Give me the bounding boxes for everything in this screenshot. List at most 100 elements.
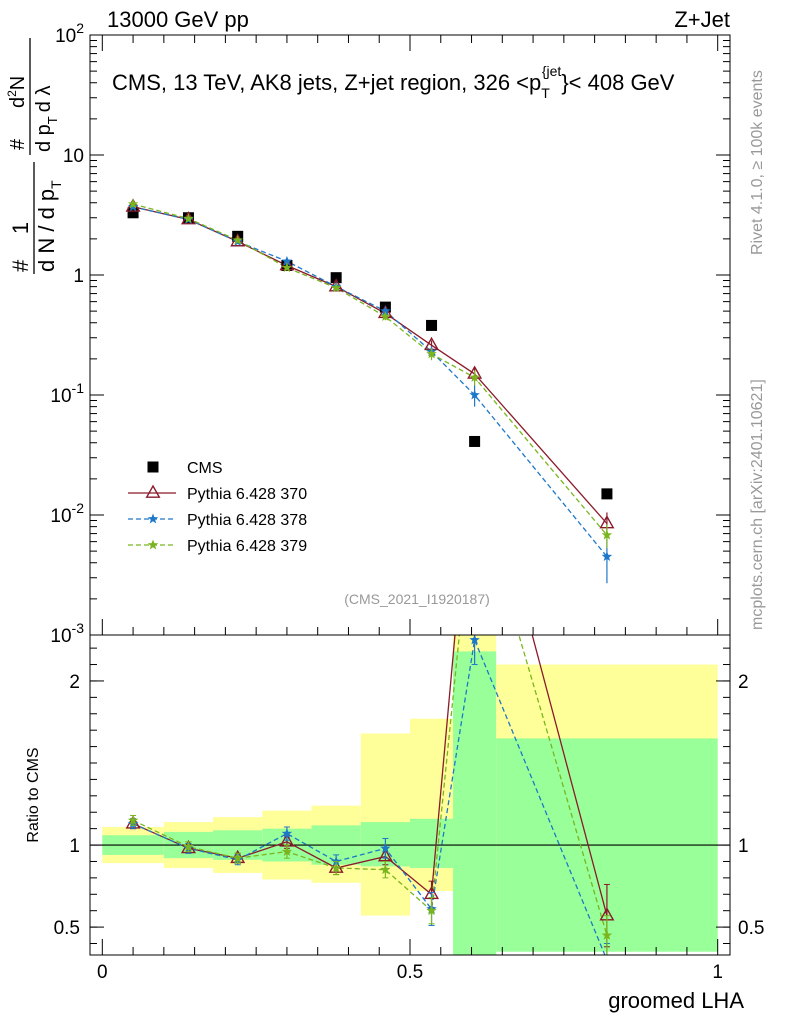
ratio-ytick-label-1: 1 [69, 836, 80, 857]
mcplots-note: mcplots.cern.ch [arXiv:2401.10621] [749, 379, 766, 630]
main-point-s3-p0 [127, 198, 139, 209]
main-point-s3-p4 [330, 282, 342, 293]
legend-marker-3 [147, 539, 159, 550]
main-point-s3-p2 [232, 234, 243, 245]
ratio-point-s2-p6 [426, 905, 437, 916]
main-point-s0-p6 [426, 319, 438, 331]
plot-title-sup: {jet [542, 63, 562, 79]
ylabel-dn-dp: d N / d p [34, 189, 59, 272]
main-point-s3-p8 [601, 529, 613, 540]
main-point-s2-p3 [281, 255, 293, 266]
ratio-point-s0-p7 [468, 411, 481, 422]
ratio-plot-panel: 0.5 0.51 12 2 0 0.5 1 Ratio to CMS groomed LH… [25, 411, 764, 1013]
ratio-point-s1-p4 [330, 855, 342, 866]
ylabel-hash-1: # [8, 259, 33, 272]
legend-label-2: Pythia 6.428 378 [187, 512, 307, 529]
main-plot-panel: 10-3 10-2 10-1 1 10 102 CMS, 13 TeV, AK8 jets… [5, 20, 731, 647]
ratio-point-s2-p1 [183, 841, 194, 852]
main-y-label: # 1 d N / d pT # d2N d pTd λ [5, 38, 64, 274]
main-ytick-label--2: 10-2 [50, 500, 84, 527]
legend-item-1: Pythia 6.428 370 [128, 484, 307, 503]
main-point-s0-p8 [601, 488, 613, 500]
ratio-band-green-6 [410, 818, 454, 869]
rivet-note: Rivet 4.1.0, ≥ 100k events [749, 70, 766, 255]
ylabel-n: N [7, 76, 29, 90]
ratio-plot-content [90, 411, 730, 955]
ratio-point-s2-p4 [330, 862, 342, 873]
ylabel-numerator: d2N [5, 76, 29, 108]
analysis-watermark: (CMS_2021_I1920187) [344, 591, 490, 607]
ylabel-denominator-2: d pTd λ [33, 86, 60, 152]
legend-marker-1 [145, 484, 161, 498]
ratio-point-s1-p8 [606, 954, 608, 955]
ratio-ytick-label-right-2: 2 [738, 672, 749, 693]
plot-title-end: }< 408 GeV [561, 70, 674, 95]
ratio-x-axis: 0 0.5 1 [97, 939, 723, 983]
legend: CMS Pythia 6.428 370 Pythia 6.428 378 Pythi… [128, 460, 307, 555]
main-point-s2-p7 [469, 389, 480, 400]
main-point-s3-p7 [469, 371, 480, 382]
ratio-point-s1-p3 [281, 828, 293, 839]
legend-item-0: CMS [147, 460, 223, 477]
ylabel-dlambda: d λ [33, 86, 55, 113]
main-ytick-label-2: 102 [55, 20, 84, 47]
ratio-band-green-7 [453, 651, 497, 955]
main-point-s3-p5 [380, 311, 391, 322]
main-point-s0-p7 [469, 435, 481, 447]
ratio-ytick-label-2: 2 [69, 672, 80, 693]
main-ytick-label--1: 10-1 [50, 380, 84, 407]
ratio-y-axis: 0.5 0.5 1 1 2 2 [54, 647, 764, 945]
main-point-s2-p8 [601, 551, 613, 562]
main-point-s2-p5 [380, 305, 391, 316]
header-right: Z+Jet [674, 7, 730, 32]
plot-title-sub: T [541, 85, 550, 101]
legend-label-1: Pythia 6.428 370 [187, 486, 307, 503]
ratio-point-s0-p5 [377, 848, 393, 862]
ylabel-hash-2: # [7, 138, 29, 150]
ratio-ytick-label-0: 0.5 [54, 918, 80, 939]
main-point-s0-p0 [127, 207, 139, 219]
ratio-xtick-label-1: 0.5 [397, 962, 423, 983]
ratio-ytick-label-right-0: 0.5 [738, 918, 764, 939]
main-point-s3-p6 [426, 348, 437, 359]
ratio-point-s2-p2 [232, 852, 243, 863]
ratio-line-series-1 [132, 637, 606, 955]
plot-title: CMS, 13 TeV, AK8 jets, Z+jet region, 326… [112, 63, 675, 101]
main-ytick-label-0: 1 [73, 266, 84, 287]
main-ytick-label-1: 10 [63, 146, 84, 167]
ratio-ytick-label-right-1: 1 [738, 836, 749, 857]
main-point-s0-p4 [330, 272, 342, 284]
x-axis-label: groomed LHA [608, 988, 744, 1013]
main-point-s3-p1 [183, 213, 194, 224]
plot-title-main: CMS, 13 TeV, AK8 jets, Z+jet region, 326… [112, 70, 541, 95]
legend-item-3: Pythia 6.428 379 [128, 538, 307, 555]
main-plot-frame [89, 34, 731, 636]
ratio-y-label: Ratio to CMS [25, 747, 42, 842]
main-plot-content [125, 198, 615, 584]
ratio-point-s1-p7 [469, 635, 480, 645]
legend-label-3: Pythia 6.428 379 [187, 538, 307, 555]
ratio-point-s2-p5 [380, 864, 391, 875]
ylabel-denominator-1: d N / d pT [34, 180, 64, 272]
main-ytick-label--3: 10-3 [50, 620, 84, 647]
main-x-ticks [101, 35, 719, 635]
ylabel-sub-t-2: T [45, 116, 60, 124]
ylabel-d: d [7, 97, 29, 108]
ratio-xtick-label-0: 0 [97, 962, 108, 983]
legend-label-0: CMS [187, 460, 223, 477]
ylabel-sq: 2 [5, 90, 19, 97]
ratio-point-s2-p3 [281, 846, 293, 857]
ylabel-sub-t-1: T [48, 180, 64, 189]
ratio-point-s2-p8 [601, 929, 613, 940]
ratio-xtick-label-2: 1 [712, 962, 723, 983]
legend-item-2: Pythia 6.428 378 [128, 512, 307, 529]
legend-marker-2 [147, 513, 159, 524]
main-point-s3-p3 [281, 262, 293, 273]
ratio-point-s2-p0 [127, 814, 139, 825]
header-left: 13000 GeV pp [107, 7, 249, 32]
ratio-point-s2-p7 [469, 479, 479, 489]
main-y-axis: 10-3 10-2 10-1 1 10 102 [50, 20, 730, 647]
ylabel-dp: d p [33, 124, 55, 152]
ylabel-one: 1 [8, 222, 33, 234]
